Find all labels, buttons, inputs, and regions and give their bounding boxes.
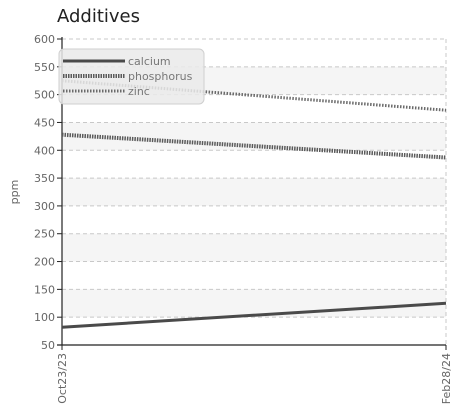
x-tick-label: Feb28/24 bbox=[440, 353, 453, 404]
y-tick-label: 500 bbox=[34, 89, 55, 102]
grid-band bbox=[62, 122, 446, 151]
y-tick-label: 250 bbox=[34, 228, 55, 241]
y-tick-label: 100 bbox=[34, 311, 55, 324]
y-axis-label: ppm bbox=[8, 180, 21, 205]
y-tick-label: 350 bbox=[34, 172, 55, 185]
y-tick-label: 150 bbox=[34, 283, 55, 296]
y-tick-labels: 50 100 150 200 250 300 350 400 450 500 550 600 bbox=[34, 33, 55, 352]
chart-title: Additives bbox=[57, 6, 141, 27]
x-tick-labels: Oct23/23 Feb28/24 bbox=[56, 353, 453, 404]
legend-label-zinc: zinc bbox=[128, 85, 150, 98]
legend-box bbox=[58, 48, 205, 105]
grid-band bbox=[62, 289, 446, 318]
legend-label-phosphorus: phosphorus bbox=[128, 70, 193, 83]
y-tick-label: 50 bbox=[41, 339, 55, 352]
grid-band bbox=[62, 233, 446, 262]
y-tick-label: 200 bbox=[34, 256, 55, 269]
y-tick-label: 400 bbox=[34, 144, 55, 157]
x-tick-label: Oct23/23 bbox=[56, 353, 69, 404]
grid-band bbox=[62, 178, 446, 206]
y-tick-label: 550 bbox=[34, 61, 55, 74]
series-line-phosphorus bbox=[61, 132, 447, 160]
series-line-calcium bbox=[61, 301, 447, 329]
legend: calcium phosphorus zinc bbox=[58, 48, 205, 105]
y-tick-label: 600 bbox=[34, 33, 55, 46]
y-tick-label: 300 bbox=[34, 200, 55, 213]
legend-label-calcium: calcium bbox=[128, 55, 171, 68]
y-tick-label: 450 bbox=[34, 116, 55, 129]
